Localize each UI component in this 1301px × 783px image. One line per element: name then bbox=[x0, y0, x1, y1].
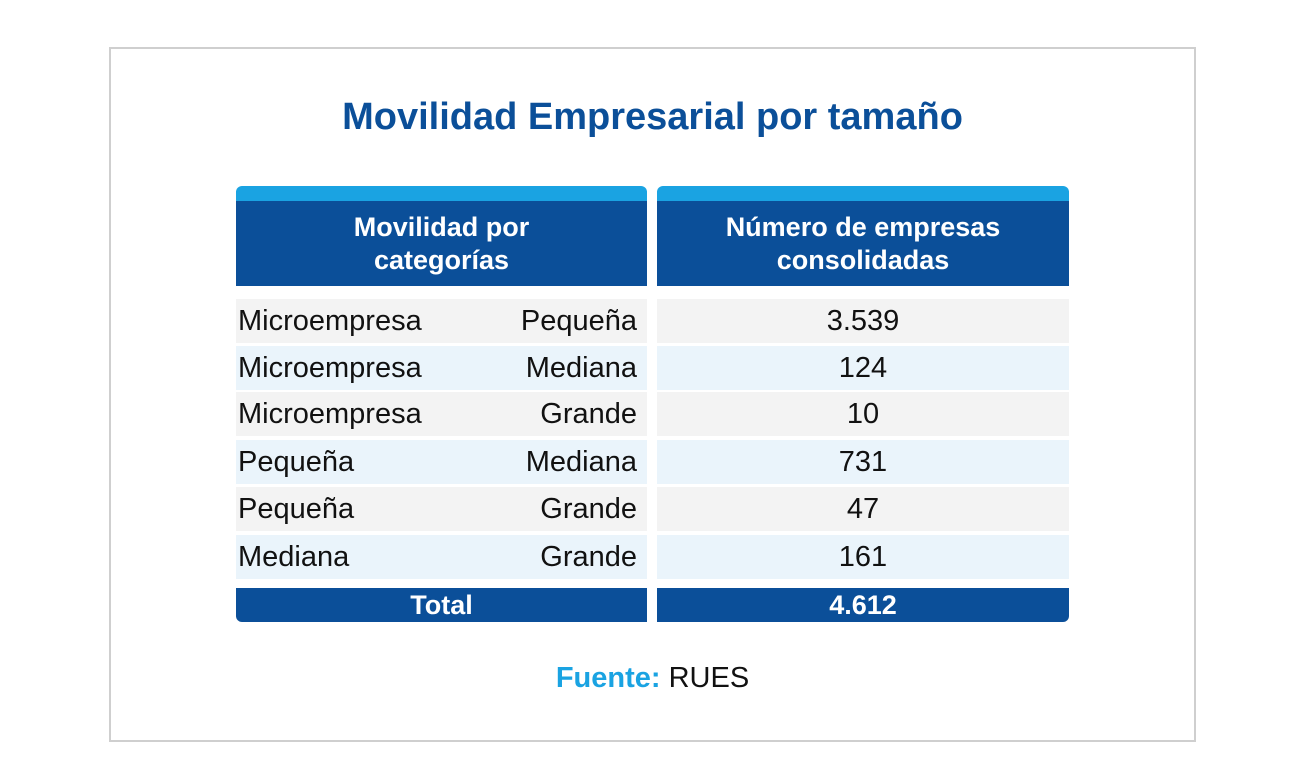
source-text: RUES bbox=[668, 662, 750, 694]
count: 124 bbox=[657, 346, 1069, 390]
count: 10 bbox=[657, 392, 1069, 436]
row-cell: Mediana Grande bbox=[236, 535, 647, 579]
source-label: Fuente: bbox=[555, 662, 661, 694]
row-cell: Microempresa Grande bbox=[236, 392, 647, 436]
from-category: Pequeña bbox=[238, 445, 355, 478]
total-value: 4.612 bbox=[657, 588, 1069, 622]
count: 161 bbox=[657, 535, 1069, 579]
title: Movilidad Empresarial por tamaño bbox=[342, 96, 963, 138]
to-category: Grande bbox=[540, 397, 637, 430]
to-category: Grande bbox=[540, 492, 637, 525]
source: Fuente: RUES bbox=[109, 662, 1196, 695]
from-category: Microempresa bbox=[238, 397, 422, 430]
row-cell: Pequeña Grande bbox=[236, 487, 647, 531]
from-category: Mediana bbox=[238, 540, 350, 573]
row-cell: Pequeña Mediana bbox=[236, 440, 647, 484]
row-cell: Microempresa Pequeña bbox=[236, 299, 647, 343]
row-cell: Microempresa Mediana bbox=[236, 346, 647, 390]
frame bbox=[109, 47, 1196, 742]
header-text: Número de empresas consolidadas bbox=[725, 212, 1001, 275]
to-category: Mediana bbox=[525, 445, 637, 478]
from-category: Pequeña bbox=[238, 492, 355, 525]
from-category: Microempresa bbox=[238, 351, 422, 384]
header-cell: Movilidad por categorías bbox=[236, 186, 647, 286]
to-category: Grande bbox=[540, 540, 637, 573]
count: 731 bbox=[657, 440, 1069, 484]
count: 47 bbox=[657, 487, 1069, 531]
total-label: Total bbox=[236, 588, 647, 622]
header-text: Movilidad por categorías bbox=[353, 212, 530, 275]
count: 3.539 bbox=[657, 299, 1069, 343]
header-cell: Número de empresas consolidadas bbox=[657, 186, 1069, 286]
to-category: Pequeña bbox=[520, 304, 637, 337]
to-category: Mediana bbox=[525, 351, 637, 384]
from-category: Microempresa bbox=[238, 304, 422, 337]
